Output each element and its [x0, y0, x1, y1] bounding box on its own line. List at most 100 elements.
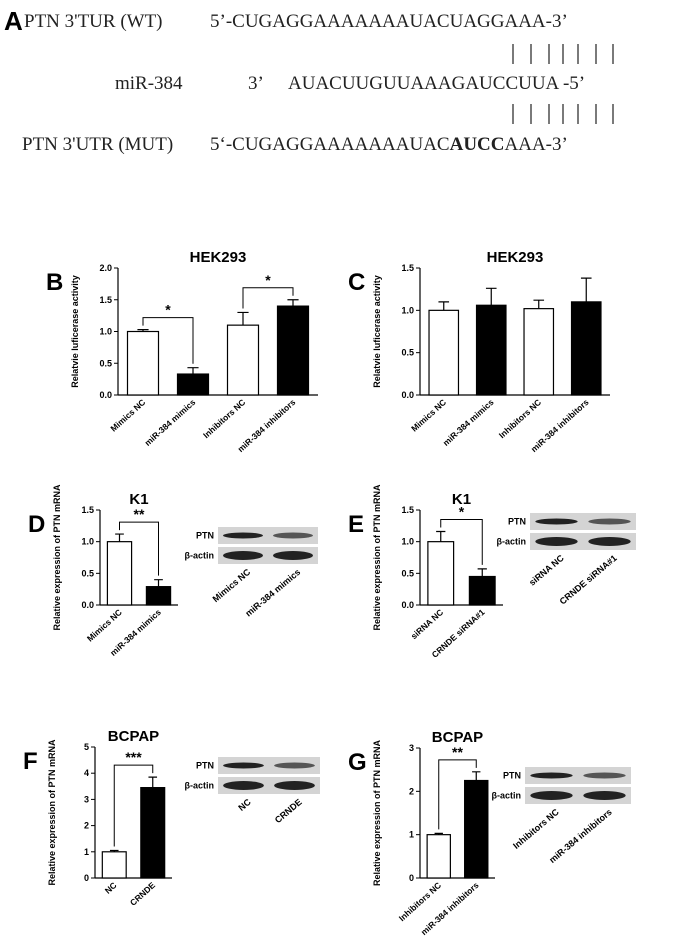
- y-tick-label: 0.5: [401, 348, 414, 358]
- blot-band: [530, 772, 573, 779]
- bar: [176, 373, 210, 396]
- error-bar: [154, 579, 163, 587]
- error-bar: [237, 311, 249, 326]
- x-tick-label: CRNDE: [128, 880, 157, 908]
- blot-band: [274, 762, 315, 769]
- y-tick-label: 2: [409, 786, 414, 796]
- y-tick-label: 1.0: [81, 537, 94, 547]
- blot-band: [223, 532, 263, 539]
- mirna-name: miR-384: [115, 73, 183, 94]
- blot-band: [583, 791, 626, 800]
- chart-panel: E K1 Relative expression of PTN mRNA 0.0 0.5…: [348, 484, 636, 660]
- bar: [426, 834, 451, 879]
- y-tick-label: 0.5: [99, 358, 112, 368]
- y-tick-label: 0.5: [81, 568, 94, 578]
- panel-label: C: [348, 269, 365, 296]
- chart-title: BCPAP: [108, 728, 159, 745]
- bar: [276, 305, 310, 396]
- y-tick-label: 0.0: [99, 390, 112, 400]
- blot-lane-label: NC: [236, 797, 253, 813]
- blot-row-label: β-actin: [492, 791, 522, 801]
- y-tick-label: 1.0: [99, 327, 112, 337]
- error-bar: [187, 367, 199, 375]
- bar: [468, 575, 496, 606]
- y-axis-label: Relatvie luficerase activity: [372, 275, 382, 388]
- bar: [427, 541, 455, 606]
- y-tick-label: 0: [84, 873, 89, 883]
- blot-band: [588, 537, 631, 546]
- blot-band: [583, 772, 626, 779]
- error-bar: [580, 277, 592, 302]
- significance-bracket: [119, 521, 159, 576]
- x-tick-label: miR-384 mimics: [441, 397, 496, 448]
- blot-band: [273, 551, 313, 560]
- y-tick-label: 1.0: [401, 537, 414, 547]
- bar: [106, 541, 133, 606]
- bar: [226, 324, 260, 396]
- panel-label: B: [46, 269, 63, 296]
- blot-row-label: β-actin: [185, 781, 215, 791]
- error-bar: [148, 776, 158, 788]
- blot-background: [218, 527, 318, 544]
- chart-panel: C HEK293 Relatvie luficerase activity 0.0 0.…: [348, 249, 610, 454]
- y-tick-label: 3: [409, 743, 414, 753]
- mirna-end: 3’: [248, 73, 264, 94]
- y-tick-label: 1.0: [401, 305, 414, 315]
- chart-panel: G BCPAP Relative expression of PTN mRNA 0 1 2…: [348, 729, 631, 937]
- blot-band: [535, 537, 578, 546]
- significance-label: *: [165, 302, 171, 318]
- blot-band: [535, 518, 578, 525]
- x-tick-label: Mimics NC: [85, 607, 124, 644]
- bar: [523, 308, 555, 396]
- mut-sequence: 5‘-CUGAGGAAAAAAAUACAUCCAAA-3’: [210, 134, 568, 155]
- error-bar: [472, 771, 481, 781]
- blot-lane-label: siRNA NC: [527, 553, 566, 588]
- bar: [428, 309, 460, 396]
- blot-band: [223, 781, 264, 790]
- blot-row-label: PTN: [196, 761, 214, 771]
- blot-band: [273, 532, 313, 539]
- blot-lane-label: miR-384 mimics: [243, 567, 302, 619]
- chart-panel: F BCPAP Relative expression of PTN mRNA 0 1 2…: [23, 728, 320, 908]
- y-tick-label: 5: [84, 742, 89, 752]
- significance-label: **: [134, 506, 145, 522]
- significance-bracket: [440, 519, 483, 565]
- panel-label: E: [348, 511, 364, 538]
- blot-band: [223, 551, 263, 560]
- y-tick-label: 2: [84, 821, 89, 831]
- significance-bracket: [242, 287, 294, 309]
- y-tick-label: 0.0: [401, 600, 414, 610]
- panel-label: D: [28, 511, 45, 538]
- y-axis-label: Relatvie luficerase activity: [70, 275, 80, 388]
- bar: [145, 586, 172, 606]
- y-tick-label: 0.5: [401, 568, 414, 578]
- y-axis-label: Relative expression of PTN mRNA: [372, 739, 382, 886]
- blot-band: [588, 518, 631, 525]
- y-tick-label: 1.5: [401, 263, 414, 273]
- y-tick-label: 1.5: [401, 505, 414, 515]
- blot-row-label: β-actin: [185, 551, 215, 561]
- chart-title: BCPAP: [432, 729, 483, 746]
- y-tick-label: 1.5: [99, 295, 112, 305]
- significance-bracket: [438, 759, 477, 830]
- chart-title: HEK293: [190, 249, 247, 266]
- x-tick-label: Inhibitors NC: [497, 397, 543, 440]
- mut-seq-part: AAA-3’: [505, 134, 568, 155]
- blot-row-label: PTN: [503, 771, 521, 781]
- x-tick-label: Mimics NC: [108, 397, 147, 434]
- significance-bracket: [142, 317, 194, 364]
- chart-panel: D K1 Relative expression of PTN mRNA 0.0 0.5…: [28, 484, 318, 658]
- mut-seq-part: 5‘-CUGAGGAAAAAAAUAC: [210, 134, 450, 155]
- significance-label: *: [265, 272, 271, 288]
- error-bar: [434, 832, 443, 835]
- error-bar: [533, 299, 545, 309]
- bar: [101, 851, 127, 879]
- blot-band: [223, 762, 264, 769]
- blot-row-label: β-actin: [497, 537, 527, 547]
- y-tick-label: 3: [84, 794, 89, 804]
- mirna-sequence: AUACUUGUUAAAGAUCCUUA -5’: [288, 73, 585, 94]
- blot-lane-label: CRNDE: [273, 797, 304, 825]
- significance-label: *: [459, 504, 465, 520]
- chart-title: K1: [129, 491, 148, 508]
- bar: [140, 787, 166, 879]
